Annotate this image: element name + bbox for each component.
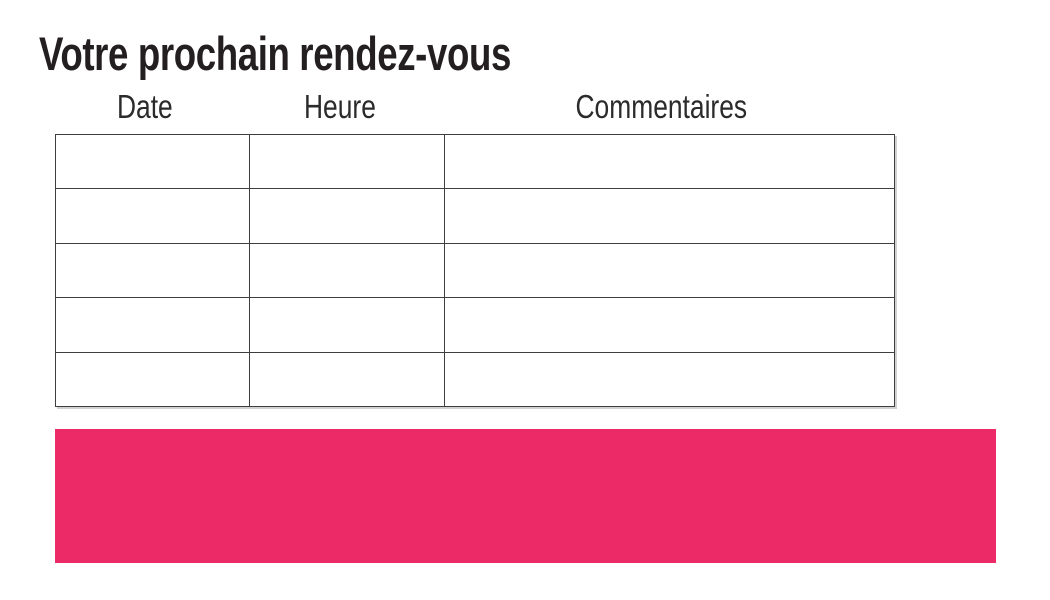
table-cell — [249, 242, 445, 299]
table-cell — [55, 297, 250, 353]
table-row — [55, 351, 895, 408]
table-row — [55, 188, 895, 244]
column-header-heure-label: Heure — [303, 88, 376, 125]
table-cell — [444, 242, 895, 299]
table-cell — [55, 351, 250, 408]
column-header-commentaires-label: Commentaires — [575, 88, 748, 125]
table-row — [55, 133, 895, 190]
table-cell — [249, 133, 445, 190]
appointments-table-body — [55, 133, 895, 408]
pink-banner — [55, 429, 996, 563]
column-header-date-label: Date — [117, 88, 173, 125]
table-cell — [444, 297, 895, 353]
column-header-heure: Heure — [242, 90, 437, 123]
table-row — [55, 297, 895, 353]
table-cell — [55, 188, 250, 244]
page-title: Votre prochain rendez-vous — [39, 27, 511, 80]
table-cell — [55, 133, 250, 190]
column-header-date: Date — [48, 90, 242, 123]
table-cell — [249, 188, 445, 244]
table-cell — [444, 188, 895, 244]
table-row — [55, 242, 895, 299]
table-cell — [55, 242, 250, 299]
appointments-table — [55, 133, 895, 408]
table-column-headers: Date Heure Commentaires — [48, 90, 886, 123]
table-cell — [249, 297, 445, 353]
table-cell — [444, 133, 895, 190]
column-header-commentaires: Commentaires — [437, 90, 886, 123]
table-cell — [249, 351, 445, 408]
table-cell — [444, 351, 895, 408]
